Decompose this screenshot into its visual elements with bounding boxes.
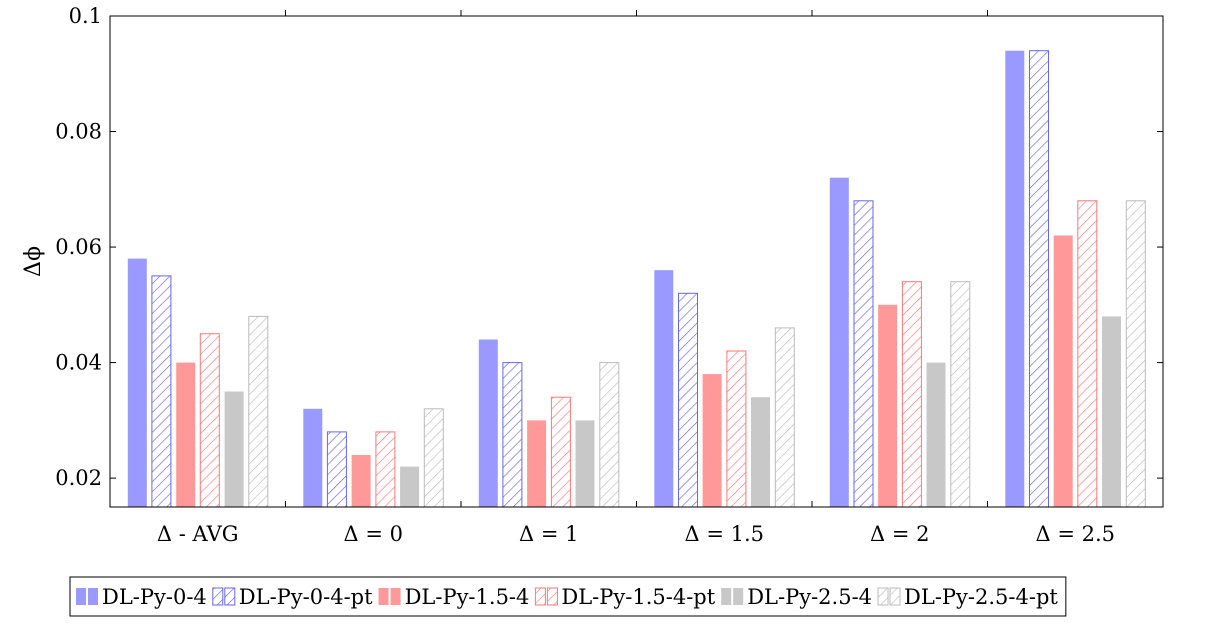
legend-label-5: DL-Py-2.5-4 [747, 585, 872, 609]
bar-2-4 [678, 292, 698, 508]
bar-6-5 [950, 281, 971, 508]
legend-swatch-5-b [733, 588, 744, 605]
bar-5-4 [751, 397, 770, 507]
bar-1-1 [127, 258, 147, 507]
bar-5-6 [1102, 316, 1121, 507]
bar-6-4 [774, 327, 795, 508]
bar-3-2 [351, 455, 371, 507]
bar-4-5 [901, 281, 922, 508]
bar-5-2 [400, 466, 420, 507]
legend-swatch-2-b [224, 587, 236, 606]
x-tick-label: Δ = 1 [519, 522, 578, 546]
y-tick-label: 0.06 [55, 235, 102, 259]
y-tick-label: 0.04 [55, 351, 102, 375]
bar-4-1 [199, 333, 220, 508]
bar-2-3 [502, 362, 523, 508]
legend-swatch-3 [378, 588, 389, 605]
legend-label-1: DL-Py-0-4 [102, 585, 207, 609]
bar-3-6 [1053, 235, 1073, 507]
x-tick-label: Δ = 1.5 [684, 522, 764, 546]
x-tick-label: Δ = 2.5 [1035, 522, 1115, 546]
bar-1-4 [654, 270, 674, 507]
bar-6-6 [1125, 200, 1146, 508]
bar-4-4 [726, 350, 747, 508]
bar-2-5 [853, 200, 874, 508]
x-tick-label: Δ = 2 [870, 522, 929, 546]
legend-swatch-6-b [889, 587, 901, 606]
legend-label-4: DL-Py-1.5-4-pt [561, 585, 715, 609]
legend-label-6: DL-Py-2.5-4-pt [904, 585, 1058, 609]
bar-1-3 [478, 339, 498, 507]
legend-swatch-2 [212, 587, 224, 606]
legend-swatch-4-b [546, 587, 558, 606]
bar-5-5 [926, 362, 946, 507]
bars-layer [127, 50, 1146, 508]
y-axis-label: Δϕ [21, 246, 46, 277]
x-tick-label: Δ - AVG [157, 522, 239, 546]
bar-5-1 [224, 391, 244, 507]
legend-swatch-5 [721, 588, 732, 605]
bar-6-1 [248, 315, 269, 508]
bar-2-6 [1029, 50, 1049, 508]
legend: DL-Py-0-4 DL-Py-0-4-pt DL-Py-1.5-4 DL-Py-1.… [69, 576, 1067, 617]
bar-6-3 [599, 362, 620, 508]
bar-4-6 [1077, 200, 1098, 508]
bar-3-5 [878, 304, 898, 507]
y-tick-label: 0.02 [55, 466, 102, 490]
legend-swatch-1 [76, 588, 86, 605]
bar-4-2 [375, 431, 396, 508]
bar-1-6 [1005, 50, 1025, 507]
bar-3-1 [176, 362, 196, 507]
legend-swatch-1-b [88, 588, 98, 605]
bar-1-5 [829, 177, 849, 507]
bar-5-3 [575, 420, 595, 507]
bar-2-2 [326, 431, 347, 508]
legend-swatch-3-b [390, 588, 401, 605]
legend-label-2: DL-Py-0-4-pt [239, 585, 373, 609]
bar-4-3 [550, 396, 571, 508]
bar-3-4 [702, 374, 722, 507]
bar-3-3 [527, 420, 547, 507]
y-tick-label: 0.08 [55, 120, 102, 144]
bar-6-2 [423, 408, 444, 508]
bar-2-1 [151, 275, 172, 508]
axes-layer: 0.02 0.04 0.06 0.08 0.1 Δ - AVG Δ = 0 Δ = 1 Δ = … [21, 4, 1164, 546]
legend-swatch-4 [534, 587, 546, 606]
legend-label-3: DL-Py-1.5-4 [405, 585, 530, 609]
bar-1-2 [303, 408, 323, 507]
y-tick-label: 0.1 [69, 4, 102, 28]
legend-box [69, 576, 1067, 617]
x-tick-label: Δ = 0 [344, 522, 403, 546]
legend-swatch-6 [877, 587, 889, 606]
